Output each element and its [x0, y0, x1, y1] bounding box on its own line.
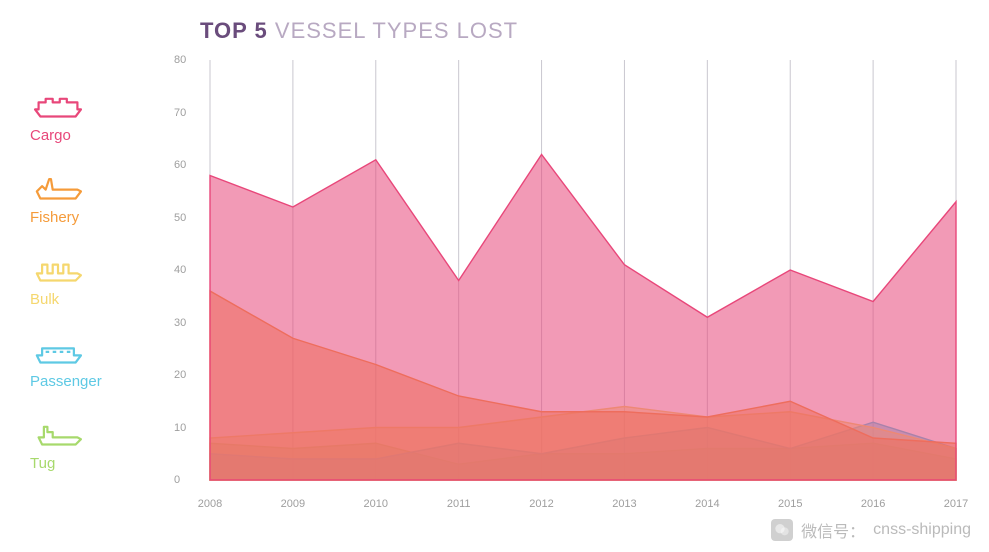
chart-title: TOP 5 VESSEL TYPES LOST — [200, 18, 518, 44]
vessel-loss-area-chart: 0102030405060708020082009201020112012201… — [200, 60, 960, 490]
fishing-ship-icon — [30, 172, 86, 202]
y-tick: 40 — [174, 264, 186, 276]
y-tick: 60 — [174, 159, 186, 171]
passenger-ship-icon — [30, 336, 86, 366]
legend-item-cargo: Cargo — [30, 90, 160, 144]
legend-label-passenger: Passenger — [30, 373, 160, 390]
legend-item-passenger: Passenger — [30, 336, 160, 390]
y-tick: 0 — [174, 474, 180, 486]
x-tick: 2013 — [612, 498, 636, 510]
y-tick: 10 — [174, 422, 186, 434]
watermark-handle: cnss-shipping — [873, 521, 971, 539]
legend-item-bulk: Bulk — [30, 254, 160, 308]
chart-svg — [200, 60, 960, 490]
bulk-ship-icon — [30, 254, 86, 284]
x-tick: 2008 — [198, 498, 222, 510]
x-tick: 2015 — [778, 498, 802, 510]
title-bold: TOP 5 — [200, 18, 268, 43]
x-tick: 2012 — [529, 498, 553, 510]
legend-item-fishery: Fishery — [30, 172, 160, 226]
y-tick: 70 — [174, 107, 186, 119]
y-tick: 30 — [174, 317, 186, 329]
legend-label-cargo: Cargo — [30, 127, 160, 144]
legend-item-tug: Tug — [30, 418, 160, 472]
watermark: 微信号： cnss-shipping — [771, 518, 971, 542]
title-light: VESSEL TYPES LOST — [275, 18, 518, 43]
tug-ship-icon — [30, 418, 86, 448]
legend-label-bulk: Bulk — [30, 291, 160, 308]
area-cargo — [210, 155, 956, 481]
x-tick: 2014 — [695, 498, 719, 510]
legend-label-fishery: Fishery — [30, 209, 160, 226]
y-tick: 50 — [174, 212, 186, 224]
cargo-ship-icon — [30, 90, 86, 120]
wechat-icon — [771, 519, 793, 541]
x-tick: 2017 — [944, 498, 968, 510]
x-tick: 2011 — [447, 498, 471, 510]
watermark-label: 微信号： — [801, 518, 865, 542]
x-tick: 2010 — [364, 498, 388, 510]
y-tick: 20 — [174, 369, 186, 381]
legend: Cargo Fishery Bulk Passenger Tug — [30, 90, 160, 500]
y-tick: 80 — [174, 54, 186, 66]
legend-label-tug: Tug — [30, 455, 160, 472]
x-tick: 2016 — [861, 498, 885, 510]
x-tick: 2009 — [281, 498, 305, 510]
